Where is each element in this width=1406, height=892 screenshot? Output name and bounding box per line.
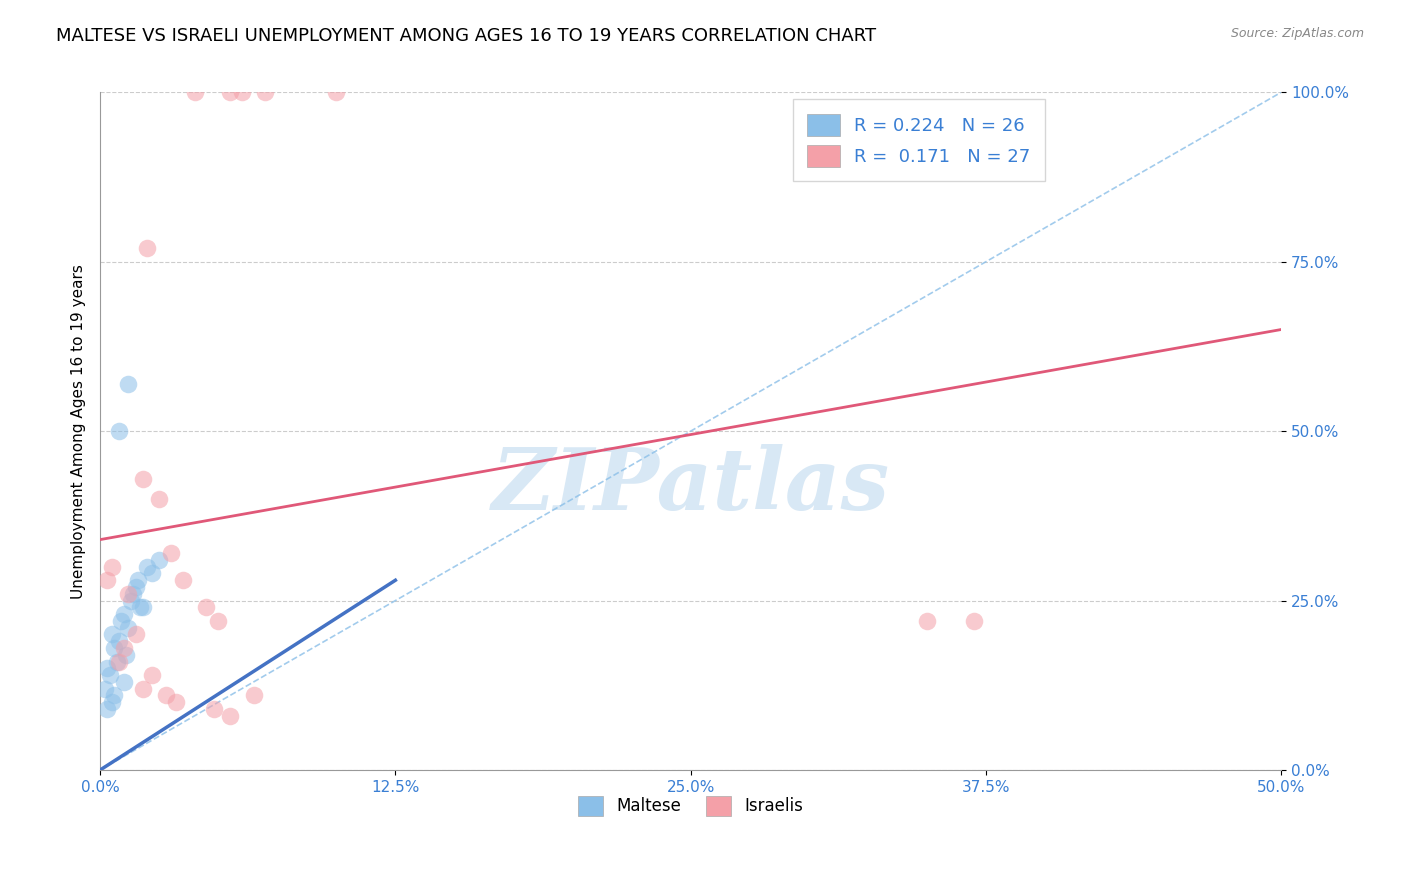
Point [325, 86, 347, 100]
Point [207, 614, 229, 628]
Point [915, 614, 938, 628]
Point [148, 491, 170, 506]
Point [124, 580, 146, 594]
Point [183, 86, 205, 100]
Point [108, 634, 131, 648]
Point [165, 695, 187, 709]
Point [117, 376, 139, 391]
Point [155, 689, 177, 703]
Point [105, 655, 128, 669]
Point [131, 600, 153, 615]
Point [141, 566, 163, 581]
Point [115, 648, 138, 662]
Y-axis label: Unemployment Among Ages 16 to 19 years: Unemployment Among Ages 16 to 19 years [72, 264, 86, 599]
Point [172, 574, 194, 588]
Point [122, 587, 145, 601]
Point [219, 708, 242, 723]
Point [103, 640, 125, 655]
Point [202, 702, 225, 716]
Point [96, 574, 118, 588]
Point [112, 607, 135, 621]
Point [141, 668, 163, 682]
Text: ZIPatlas: ZIPatlas [492, 443, 890, 527]
Point [160, 546, 183, 560]
Point [131, 472, 153, 486]
Point [136, 241, 159, 255]
Point [108, 424, 131, 438]
Point [112, 674, 135, 689]
Point [124, 627, 146, 641]
Point [136, 559, 159, 574]
Point [254, 86, 277, 100]
Point [108, 655, 131, 669]
Text: MALTESE VS ISRAELI UNEMPLOYMENT AMONG AGES 16 TO 19 YEARS CORRELATION CHART: MALTESE VS ISRAELI UNEMPLOYMENT AMONG AG… [56, 27, 876, 45]
Point [148, 553, 170, 567]
Point [117, 621, 139, 635]
Point [242, 689, 264, 703]
Point [101, 559, 124, 574]
Point [131, 681, 153, 696]
Point [129, 600, 152, 615]
Point [94, 681, 117, 696]
Point [96, 702, 118, 716]
Point [110, 614, 132, 628]
Point [96, 661, 118, 675]
Point [103, 689, 125, 703]
Point [117, 587, 139, 601]
Point [231, 86, 253, 100]
Point [98, 668, 121, 682]
Point [195, 600, 218, 615]
Point [219, 86, 242, 100]
Point [127, 574, 149, 588]
Point [963, 614, 986, 628]
Text: Source: ZipAtlas.com: Source: ZipAtlas.com [1230, 27, 1364, 40]
Point [120, 593, 142, 607]
Point [112, 640, 135, 655]
Point [101, 627, 124, 641]
Legend: Maltese, Israelis: Maltese, Israelis [571, 789, 810, 822]
Point [101, 695, 124, 709]
